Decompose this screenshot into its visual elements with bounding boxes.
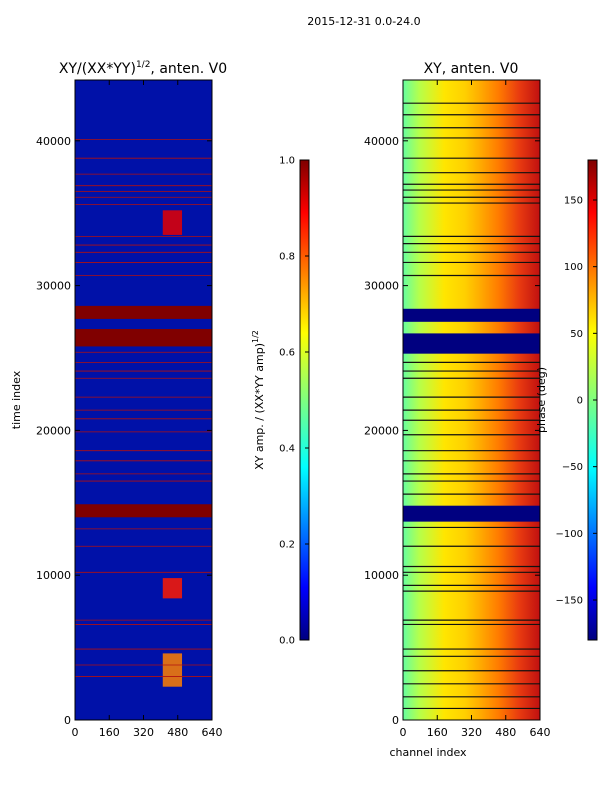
phase-cbar-tick-label-5: 100 bbox=[564, 262, 583, 273]
phase-title: XY, anten. V0 bbox=[424, 61, 519, 77]
amp-ytick-label-1: 10000 bbox=[36, 569, 71, 582]
amp-cbar-tick-label-2: 0.4 bbox=[279, 444, 295, 455]
phase-cbar-tick-label-0: −150 bbox=[556, 596, 583, 607]
phase-ytick-label-3: 30000 bbox=[364, 280, 399, 293]
phase-cbar-tick-label-4: 50 bbox=[570, 329, 583, 340]
phase-band-2 bbox=[403, 308, 540, 322]
phase-xtick-label-1: 160 bbox=[427, 726, 448, 739]
phase-y-axis: 0 10000 20000 30000 40000 bbox=[364, 135, 540, 727]
amp-y-axis: 0 10000 20000 30000 40000 bbox=[36, 135, 212, 727]
phase-ytick-label-1: 10000 bbox=[364, 569, 399, 582]
amp-cbar-tick-label-1: 0.2 bbox=[279, 540, 295, 551]
amp-colorbar-label: XY amp. / (XX*YY amp)1/2 bbox=[251, 330, 266, 470]
amp-cbar-tick-label-5: 1.0 bbox=[279, 156, 295, 167]
phase-colorbar: −150 −100 −50 0 50 100 150 phase (deg) bbox=[535, 159, 598, 641]
phase-cbar-tick-label-6: 150 bbox=[564, 196, 583, 207]
amp-xtick-label-0: 0 bbox=[72, 726, 79, 739]
phase-ytick-label-0: 0 bbox=[392, 714, 399, 727]
phase-band-1 bbox=[403, 333, 540, 354]
amp-colorbar-ticks: 0.0 0.2 0.4 0.6 0.8 1.0 bbox=[279, 156, 309, 647]
amp-band-0 bbox=[75, 504, 212, 518]
amp-ytick-label-0: 0 bbox=[64, 714, 71, 727]
phase-ytick-label-4: 40000 bbox=[364, 135, 399, 148]
phase-xtick-label-0: 0 bbox=[400, 726, 407, 739]
amp-xtick-label-1: 160 bbox=[99, 726, 120, 739]
amp-colorbar: 0.0 0.2 0.4 0.6 0.8 1.0 XY amp. / (XX*YY amp)… bbox=[251, 156, 310, 647]
phase-xtick-label-4: 640 bbox=[530, 726, 551, 739]
amp-ytick-label-2: 20000 bbox=[36, 424, 71, 437]
figure-suptitle: 2015-12-31 0.0-24.0 bbox=[307, 15, 420, 28]
phase-x-axis: 0 160 320 480 640 bbox=[400, 80, 551, 739]
amp-ylabel: time index bbox=[10, 370, 23, 429]
amp-cbar-tick-label-3: 0.6 bbox=[279, 348, 295, 359]
amp-cbar-tick-label-0: 0.0 bbox=[279, 636, 295, 647]
amp-heatmap-marks bbox=[75, 138, 212, 687]
phase-colorbar-ticks: −150 −100 −50 0 50 100 150 bbox=[556, 196, 597, 607]
phase-ytick-label-2: 20000 bbox=[364, 424, 399, 437]
phase-cbar-tick-label-3: 0 bbox=[577, 396, 583, 407]
amp-cbar-tick-label-4: 0.8 bbox=[279, 252, 295, 263]
amp-xtick-label-2: 320 bbox=[133, 726, 154, 739]
amp-panel: XY/(XX*YY)1/2, anten. V0 0 10000 20000 3000… bbox=[10, 60, 227, 739]
amp-ytick-label-3: 30000 bbox=[36, 280, 71, 293]
phase-cbar-tick-label-2: −50 bbox=[562, 462, 583, 473]
amp-xtick-label-4: 640 bbox=[202, 726, 223, 739]
amp-hotspot-1 bbox=[162, 578, 183, 599]
amp-xtick-label-3: 480 bbox=[167, 726, 188, 739]
phase-panel: XY, anten. V0 0 10000 20000 30000 40000 0 160… bbox=[364, 61, 551, 759]
phase-cbar-tick-label-1: −100 bbox=[556, 529, 583, 540]
phase-colorbar-label: phase (deg) bbox=[535, 367, 548, 433]
amp-hotspot-2 bbox=[162, 653, 183, 687]
amp-title: XY/(XX*YY)1/2, anten. V0 bbox=[59, 60, 227, 77]
amp-colorbar-gradient bbox=[299, 159, 310, 641]
phase-heatmap-marks bbox=[403, 102, 540, 710]
amp-hotspot-0 bbox=[162, 210, 183, 235]
phase-xlabel: channel index bbox=[389, 746, 467, 759]
phase-xtick-label-2: 320 bbox=[461, 726, 482, 739]
amp-x-axis: 0 160 320 480 640 bbox=[72, 80, 223, 739]
amp-ytick-label-4: 40000 bbox=[36, 135, 71, 148]
phase-band-0 bbox=[403, 505, 540, 522]
amp-band-2 bbox=[75, 305, 212, 319]
phase-xtick-label-3: 480 bbox=[495, 726, 516, 739]
amp-band-1 bbox=[75, 329, 212, 347]
amp-plot-background bbox=[75, 80, 212, 720]
phase-plot-background bbox=[403, 80, 540, 720]
